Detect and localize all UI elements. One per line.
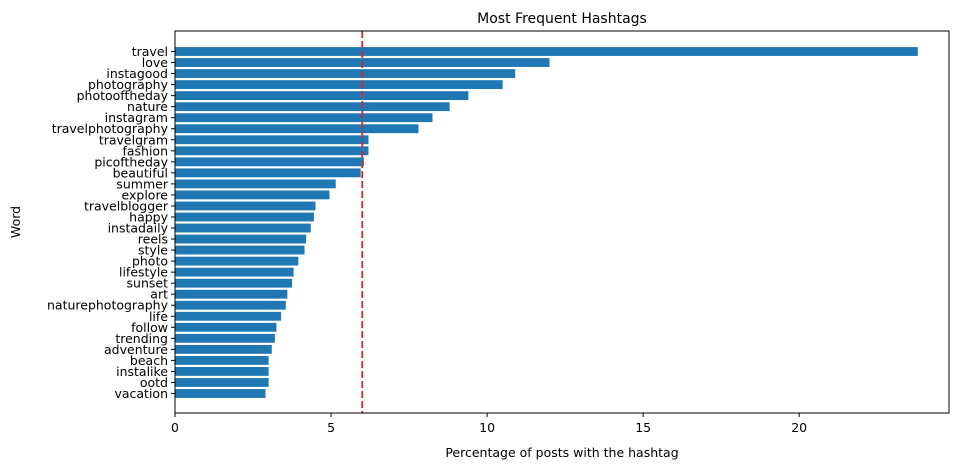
y-tick-label: love	[142, 55, 169, 70]
bar-vacation	[175, 389, 266, 398]
bar-picoftheday	[175, 157, 364, 167]
y-tick-label: happy	[129, 209, 168, 224]
chart-title: Most Frequent Hashtags	[477, 11, 647, 27]
y-tick-label: travelgram	[99, 132, 168, 147]
y-tick-label: nature	[127, 99, 168, 114]
x-tick-label: 5	[327, 420, 335, 435]
y-tick-label: travelphotography	[52, 121, 169, 136]
bar-instagood	[175, 69, 516, 78]
x-tick-label: 0	[171, 420, 179, 435]
bar-reels	[175, 234, 307, 244]
y-tick-label: instagood	[106, 66, 168, 81]
y-tick-label: beautiful	[113, 165, 168, 180]
y-tick-label: instalike	[116, 364, 168, 379]
bar-beautiful	[175, 168, 361, 178]
y-tick-label: explore	[122, 187, 169, 202]
y-tick-label: lifestyle	[119, 265, 168, 280]
x-tick-label: 10	[479, 420, 495, 435]
bar-life	[175, 311, 282, 321]
bar-ootd	[175, 378, 269, 387]
bar-instadaily	[175, 223, 311, 233]
bar-instalike	[175, 367, 269, 376]
bar-beach	[175, 355, 269, 365]
y-tick-label: adventure	[104, 342, 168, 357]
bar-lifestyle	[175, 267, 294, 277]
bar-style	[175, 245, 305, 255]
x-tick-label: 20	[791, 420, 807, 435]
bar-travelphotography	[175, 124, 419, 134]
y-tick-label: travel	[132, 44, 168, 59]
y-tick-label: follow	[131, 320, 168, 335]
bar-photooftheday	[175, 91, 469, 101]
y-tick-label: beach	[130, 353, 168, 368]
y-tick-label: ootd	[140, 375, 168, 390]
y-tick-label: art	[150, 287, 168, 302]
x-ticks: 0 5 10 15 20	[171, 413, 807, 435]
bar-adventure	[175, 344, 272, 354]
bar-fashion	[175, 146, 369, 156]
bar-summer	[175, 179, 336, 189]
y-tick-label: photography	[88, 77, 169, 92]
y-tick-label: summer	[116, 176, 168, 191]
y-axis-label: Word	[8, 206, 23, 238]
y-tick-label: sunset	[127, 276, 169, 291]
bar-explore	[175, 190, 330, 200]
bar-nature	[175, 102, 450, 112]
y-tick-label: vacation	[114, 386, 168, 401]
bar-photo	[175, 256, 299, 266]
y-ticks: travelloveinstagoodphotographyphotoofthe…	[47, 44, 175, 401]
y-tick-label: picoftheday	[94, 154, 168, 169]
y-tick-label: travelblogger	[84, 198, 169, 213]
bars	[175, 47, 918, 398]
bar-instagram	[175, 113, 433, 123]
y-tick-label: naturephotography	[47, 298, 169, 313]
y-tick-label: life	[149, 309, 168, 324]
bar-travelblogger	[175, 201, 316, 211]
plot-frame	[174, 30, 950, 414]
bar-sunset	[175, 278, 293, 288]
x-axis-label: Percentage of posts with the hashtag	[445, 445, 678, 460]
bar-follow	[175, 322, 277, 332]
y-tick-label: fashion	[122, 143, 168, 158]
y-tick-label: trending	[115, 331, 168, 346]
bar-travel	[175, 47, 918, 56]
bar-photography	[175, 80, 503, 90]
bar-trending	[175, 333, 275, 343]
y-tick-label: instadaily	[108, 221, 169, 236]
bar-art	[175, 289, 288, 299]
y-tick-label: reels	[138, 232, 168, 247]
y-tick-label: style	[138, 243, 168, 258]
x-tick-label: 15	[635, 420, 651, 435]
bar-naturephotography	[175, 300, 286, 310]
bar-happy	[175, 212, 314, 222]
bar-travelgram	[175, 135, 369, 145]
y-tick-label: photo	[132, 254, 168, 269]
y-tick-label: photooftheday	[77, 88, 169, 103]
y-tick-label: instagram	[105, 110, 168, 125]
